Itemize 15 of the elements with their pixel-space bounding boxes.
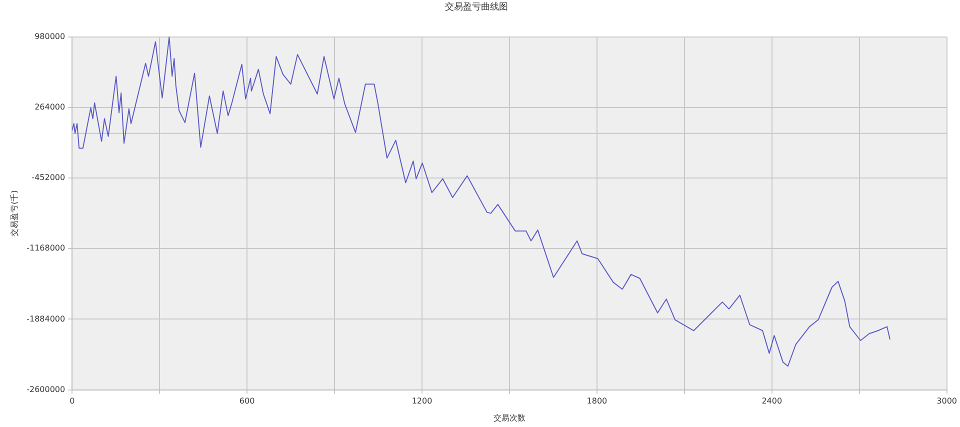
y-tick-label: 264000 — [34, 102, 66, 112]
y-tick-label: -452000 — [32, 173, 66, 182]
x-tick-label: 0 — [70, 396, 75, 406]
y-tick-label: -1884000 — [26, 314, 66, 324]
x-tick-label: 600 — [239, 396, 255, 406]
x-tick-label: 3000 — [936, 396, 957, 406]
x-tick-label: 1800 — [586, 396, 608, 406]
x-tick-label: 2400 — [762, 396, 782, 406]
y-tick-label: -2600000 — [26, 384, 66, 394]
x-tick-label: 1200 — [412, 396, 432, 406]
y-tick-label: -1168000 — [26, 244, 66, 253]
y-tick-label: 980000 — [34, 32, 66, 41]
chart-title: 交易盈亏曲线图 — [445, 2, 508, 13]
x-axis-title: 交易次数 — [493, 413, 526, 422]
y-axis-title: 交易盈亏(千) — [10, 190, 19, 236]
